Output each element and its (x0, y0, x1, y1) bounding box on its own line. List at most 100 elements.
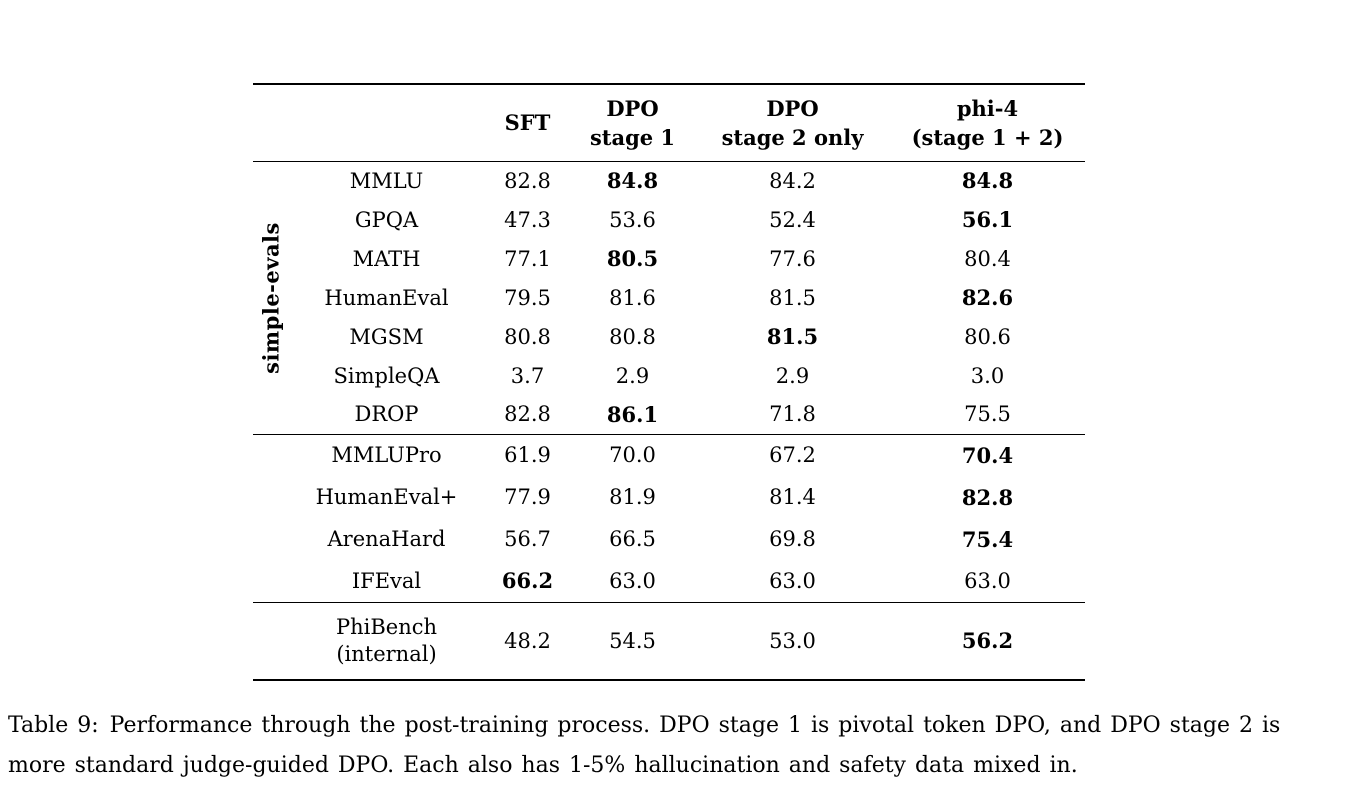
table-row: SimpleQA 3.7 2.9 2.9 3.0 (253, 356, 1085, 395)
cell-value: 86.1 (606, 401, 659, 427)
table-row: ArenaHard 56.7 66.5 69.8 75.4 (253, 518, 1085, 560)
row-label-mmlupro: MMLUPro (331, 443, 442, 468)
header-line: (stage 1 + 2) (911, 124, 1064, 150)
header-line: stage 2 only (721, 124, 864, 150)
cell-value: 52.4 (769, 207, 816, 232)
header-line: phi-4 (956, 95, 1019, 121)
row-label-phibench: PhiBench (internal) (288, 602, 485, 680)
cell-value: 84.2 (769, 168, 816, 193)
group-cell-empty (253, 434, 288, 602)
cell-value: 66.5 (609, 527, 656, 551)
header-line: DPO (606, 95, 659, 121)
row-label-line: (internal) (336, 641, 437, 666)
cell-value: 47.3 (504, 207, 551, 232)
row-label-math: MATH (352, 246, 421, 271)
cell-value: 84.8 (961, 168, 1014, 194)
cell-value: 75.5 (964, 402, 1011, 427)
cell-value: 82.8 (961, 484, 1014, 510)
header-row: SFT DPO stage 1 DPO stage 2 only phi-4 (… (253, 84, 1085, 161)
table-row: HumanEval 79.5 81.6 81.5 82.6 (253, 278, 1085, 317)
header-empty-group (253, 84, 288, 161)
cell-value: 81.5 (766, 324, 819, 349)
caption-text-2: more standard judge-guided DPO. Each als… (8, 753, 1078, 778)
cell-value: 66.2 (501, 568, 554, 594)
caption-label: Table 9: (8, 713, 99, 738)
header-line: SFT (504, 110, 551, 136)
header-col-phi-4: phi-4 (stage 1 + 2) (890, 84, 1085, 161)
group-phibench: PhiBench (internal) 48.2 54.5 53.0 56.2 (253, 602, 1085, 680)
row-label-simpleqa: SimpleQA (333, 363, 440, 388)
group-cell-empty (253, 602, 288, 680)
row-label-mgsm: MGSM (349, 324, 424, 349)
cell-value: 53.6 (609, 207, 656, 232)
header-empty-label (288, 84, 485, 161)
header-line: stage 1 (589, 124, 676, 150)
cell-value: 80.8 (504, 324, 551, 349)
table-row: PhiBench (internal) 48.2 54.5 53.0 56.2 (253, 602, 1085, 680)
table-row: MMLUPro 61.9 70.0 67.2 70.4 (253, 434, 1085, 476)
cell-value: 81.6 (609, 285, 656, 310)
table-row: MATH 77.1 80.5 77.6 80.4 (253, 239, 1085, 278)
row-label-humaneval-plus: HumanEval+ (315, 485, 458, 509)
row-label-ifeval: IFEval (351, 568, 422, 593)
row-label-gpqa: GPQA (354, 207, 419, 232)
cell-value: 54.5 (609, 628, 656, 653)
row-label-humaneval: HumanEval (324, 285, 449, 310)
cell-value: 69.8 (769, 527, 816, 551)
cell-value: 77.6 (769, 246, 816, 271)
cell-value: 75.4 (961, 526, 1014, 552)
cell-value: 70.4 (961, 442, 1014, 468)
cell-value: 2.9 (775, 363, 810, 388)
cell-value: 80.4 (964, 246, 1011, 271)
cell-value: 53.0 (769, 628, 816, 653)
cell-value: 80.5 (606, 246, 659, 271)
cell-value: 82.6 (961, 285, 1014, 310)
header-col-dpo-stage-1: DPO stage 1 (570, 84, 695, 161)
cell-value: 48.2 (504, 628, 551, 653)
header-line: DPO (766, 95, 819, 121)
cell-value: 71.8 (769, 402, 816, 427)
row-label-line: PhiBench (335, 614, 438, 639)
row-label-arenahard: ArenaHard (327, 527, 446, 551)
cell-value: 56.2 (961, 628, 1014, 654)
caption-line-1: Table 9: Performance through the post-tra… (8, 706, 1366, 746)
table-row: MGSM 80.8 80.8 81.5 80.6 (253, 317, 1085, 356)
results-table: SFT DPO stage 1 DPO stage 2 only phi-4 (… (253, 83, 1085, 681)
cell-value: 63.0 (769, 568, 816, 593)
cell-value: 2.9 (615, 363, 650, 388)
cell-value: 80.6 (964, 324, 1011, 349)
table-row: GPQA 47.3 53.6 52.4 56.1 (253, 200, 1085, 239)
cell-value: 67.2 (769, 443, 816, 468)
cell-value: 81.5 (769, 285, 816, 310)
caption-line-2: more standard judge-guided DPO. Each als… (8, 746, 1366, 786)
table-row: simple-evals MMLU 82.8 84.8 84.2 84.8 (253, 161, 1085, 373)
cell-value: 84.8 (606, 168, 659, 194)
cell-value: 82.8 (504, 168, 551, 193)
cell-value: 82.8 (504, 402, 551, 427)
table-row: IFEval 66.2 63.0 63.0 63.0 (253, 560, 1085, 602)
cell-value: 70.0 (609, 443, 656, 468)
cell-value: 63.0 (609, 568, 656, 593)
row-label-drop: DROP (354, 402, 419, 427)
cell-value: 81.9 (609, 485, 656, 509)
cell-value: 56.1 (961, 207, 1014, 232)
cell-value: 81.4 (769, 485, 816, 509)
cell-value: 79.5 (504, 285, 551, 310)
group-cell-simple-evals: simple-evals (253, 161, 288, 434)
cell-value: 63.0 (964, 568, 1011, 593)
group-simple-evals: simple-evals MMLU 82.8 84.8 84.2 84.8 GP… (253, 161, 1085, 434)
cell-value: 3.0 (970, 363, 1005, 388)
table-row: HumanEval+ 77.9 81.9 81.4 82.8 (253, 476, 1085, 518)
header-col-sft: SFT (485, 84, 570, 161)
header-col-dpo-stage-2-only: DPO stage 2 only (695, 84, 890, 161)
row-label-mmlu: MMLU (349, 168, 424, 193)
cell-value: 56.7 (504, 527, 551, 551)
table-header: SFT DPO stage 1 DPO stage 2 only phi-4 (… (253, 84, 1085, 161)
caption-text-1: Performance through the post-training pr… (109, 713, 1281, 738)
cell-value: 80.8 (609, 324, 656, 349)
group-label-simple-evals: simple-evals (258, 221, 283, 374)
cell-value: 77.1 (504, 246, 551, 271)
cell-value: 61.9 (504, 443, 551, 468)
cell-value: 3.7 (510, 363, 545, 388)
table-row: DROP 82.8 86.1 71.8 75.5 (253, 395, 1085, 434)
